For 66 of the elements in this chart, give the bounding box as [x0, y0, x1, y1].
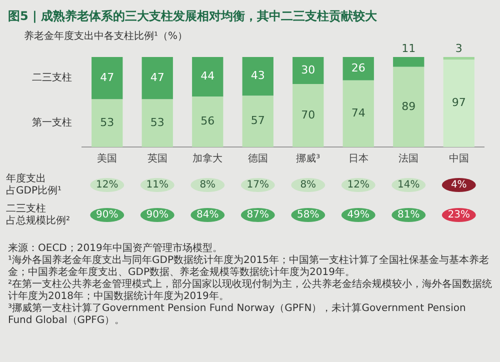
x-tick-label: 中国: [448, 152, 469, 165]
chart-subtitle: 养老金年度支出中各支柱比例¹（%）: [24, 30, 189, 43]
text: 87%: [246, 210, 269, 221]
text: 90%: [96, 210, 118, 221]
data-label: 53: [150, 116, 164, 130]
data-label: 47: [100, 71, 114, 84]
series-label: 第一支柱: [32, 116, 72, 129]
text: 84%: [196, 210, 219, 221]
data-label: 57: [250, 114, 265, 128]
bar: [142, 99, 173, 147]
bar: [292, 57, 324, 84]
bar: [92, 57, 123, 100]
bar: [242, 57, 274, 96]
text: 二三支柱占总规模比例²: [6, 202, 70, 227]
text: ³挪威第一支柱计算了Government Pension Fund Norway（GPFN），未计算Government Pension Fund Global（GPFG）。: [8, 303, 467, 327]
text: 81%: [398, 210, 420, 221]
bar: [92, 99, 123, 147]
text: 14%: [398, 180, 420, 191]
bar: [142, 57, 173, 100]
x-tick-label: 美国: [97, 152, 118, 165]
text: 12%: [347, 180, 370, 191]
x-tick-label: 法国: [398, 152, 419, 165]
data-label: 74: [351, 106, 366, 120]
text: 17%: [246, 180, 269, 191]
x-tick-label: 加拿大: [192, 152, 223, 165]
text: 58%: [297, 210, 320, 221]
x-tick-label: 挪威³: [296, 152, 320, 165]
text: ²在第一支柱公共养老金管理模式上，部分国家以现收现付制为主，公共养老金结余规模较小，海外各国数据统计年度为2018年；中国数据统计年度为2019年。: [8, 279, 492, 302]
data-label: 56: [200, 114, 215, 128]
text: 49%: [347, 210, 370, 221]
text: 4%: [450, 180, 467, 191]
chart-title: 图5 | 成熟养老体系的三大支柱发展相对均衡，其中二三支柱贡献较大: [8, 8, 378, 25]
source-note: 来源：OECD；2019年中国资产管理市场模型。: [8, 243, 224, 254]
bar: [192, 57, 224, 97]
data-label: 47: [150, 71, 164, 84]
text: 8%: [200, 180, 216, 191]
data-label: 53: [100, 116, 114, 130]
data-label: 43: [250, 69, 265, 82]
bar: [443, 57, 474, 60]
bar: [342, 57, 374, 80]
bar: [443, 60, 474, 147]
x-tick-label: 英国: [147, 152, 168, 165]
text: 8%: [300, 180, 316, 191]
data-label: 44: [200, 70, 215, 83]
bar: [393, 66, 424, 147]
x-tick-label: 日本: [348, 152, 368, 165]
text: 12%: [96, 180, 118, 191]
data-label: 70: [301, 108, 316, 122]
data-label: 3: [455, 42, 462, 55]
text: 90%: [146, 210, 168, 221]
text: 23%: [448, 210, 470, 221]
x-tick-label: 德国: [248, 154, 268, 165]
data-label: 97: [452, 96, 466, 110]
data-label: 89: [402, 100, 416, 113]
bar: [393, 57, 424, 67]
text: ¹海外各国养老金年度支出与同年GDP数据统计年度为2015年；中国第一支柱计算了全国社保基金与基本养老金；中国养老金年度支出、GDP数据、养老金规模等数据统计年度为2019年。: [8, 255, 490, 278]
bar: [242, 96, 274, 147]
bar: [292, 84, 324, 147]
series-label: 二三支柱: [32, 72, 72, 84]
data-label: 30: [301, 63, 316, 76]
text: 年度支出占GDP比例¹: [6, 172, 62, 197]
bar: [342, 80, 374, 147]
bar: [192, 96, 224, 147]
text: 11%: [146, 180, 168, 191]
data-label: 11: [402, 42, 416, 55]
data-label: 26: [351, 62, 366, 75]
